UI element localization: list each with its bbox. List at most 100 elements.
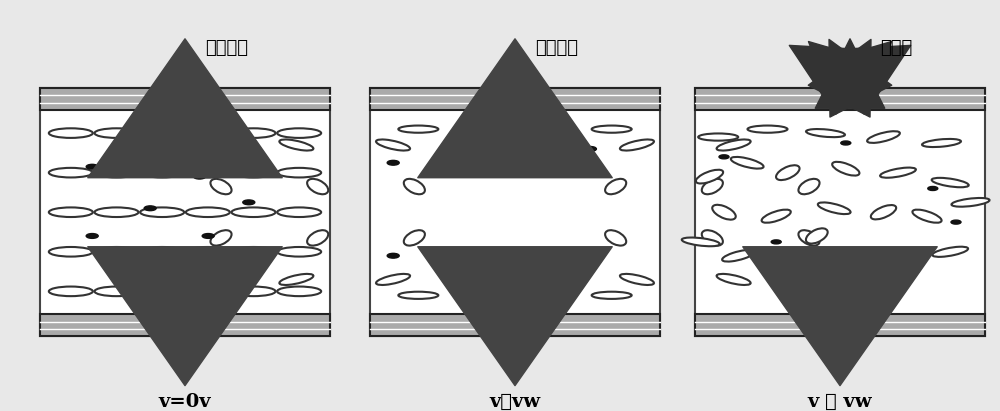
Ellipse shape: [277, 208, 321, 217]
Ellipse shape: [376, 139, 410, 150]
Ellipse shape: [702, 179, 723, 194]
Bar: [40, 314, 330, 336]
Ellipse shape: [620, 139, 654, 150]
Ellipse shape: [210, 179, 232, 194]
Text: v＞vw: v＞vw: [489, 393, 541, 411]
Circle shape: [86, 233, 98, 238]
Ellipse shape: [620, 274, 654, 285]
Ellipse shape: [717, 274, 751, 285]
Circle shape: [719, 155, 729, 159]
Circle shape: [584, 146, 596, 151]
Ellipse shape: [495, 125, 535, 133]
Ellipse shape: [523, 139, 557, 150]
Ellipse shape: [932, 178, 969, 187]
Ellipse shape: [523, 274, 557, 285]
Ellipse shape: [702, 230, 723, 246]
Ellipse shape: [376, 274, 410, 285]
Ellipse shape: [605, 230, 626, 246]
Ellipse shape: [404, 230, 425, 246]
Text: v ≫ vw: v ≫ vw: [808, 393, 872, 411]
Ellipse shape: [232, 286, 276, 296]
Ellipse shape: [277, 128, 321, 138]
Bar: [40, 88, 330, 110]
Ellipse shape: [49, 247, 93, 256]
Ellipse shape: [806, 229, 828, 244]
Bar: [695, 314, 985, 336]
Ellipse shape: [398, 125, 438, 133]
Ellipse shape: [140, 208, 184, 217]
Ellipse shape: [912, 210, 942, 223]
Ellipse shape: [277, 286, 321, 296]
Ellipse shape: [605, 179, 626, 194]
Circle shape: [584, 265, 596, 270]
Ellipse shape: [49, 286, 93, 296]
Bar: [40, 88, 330, 336]
Ellipse shape: [94, 208, 138, 217]
Ellipse shape: [277, 168, 321, 178]
Bar: [370, 314, 660, 336]
Circle shape: [887, 254, 897, 258]
Ellipse shape: [49, 208, 93, 217]
Ellipse shape: [495, 292, 535, 299]
Ellipse shape: [140, 286, 184, 296]
Bar: [695, 88, 985, 110]
Ellipse shape: [712, 205, 736, 219]
Ellipse shape: [49, 128, 93, 138]
Ellipse shape: [748, 125, 788, 133]
Ellipse shape: [307, 179, 328, 194]
Circle shape: [841, 141, 851, 145]
Circle shape: [243, 200, 255, 205]
Ellipse shape: [922, 139, 961, 147]
Bar: [695, 88, 985, 336]
Circle shape: [771, 240, 781, 244]
Ellipse shape: [722, 250, 755, 261]
Bar: [370, 88, 660, 336]
Ellipse shape: [880, 168, 916, 178]
Ellipse shape: [871, 205, 896, 219]
Ellipse shape: [94, 128, 138, 138]
Ellipse shape: [186, 208, 230, 217]
Circle shape: [951, 220, 961, 224]
Ellipse shape: [473, 274, 507, 285]
Ellipse shape: [592, 125, 632, 133]
Circle shape: [486, 265, 498, 270]
Circle shape: [86, 164, 98, 169]
Text: 非散射光: 非散射光: [205, 39, 248, 57]
Ellipse shape: [888, 256, 919, 268]
Circle shape: [387, 160, 399, 165]
Ellipse shape: [798, 230, 820, 246]
Ellipse shape: [798, 179, 820, 194]
Ellipse shape: [232, 128, 276, 138]
Ellipse shape: [232, 208, 276, 217]
Ellipse shape: [696, 170, 723, 183]
Ellipse shape: [277, 247, 321, 256]
Ellipse shape: [473, 139, 507, 150]
Ellipse shape: [94, 168, 138, 178]
Text: 散射光: 散射光: [880, 39, 912, 57]
Circle shape: [387, 253, 399, 258]
Ellipse shape: [818, 203, 851, 214]
Ellipse shape: [404, 179, 425, 194]
Text: v=0v: v=0v: [159, 393, 211, 411]
Ellipse shape: [307, 230, 328, 246]
Bar: [370, 88, 660, 110]
Ellipse shape: [94, 286, 138, 296]
Ellipse shape: [186, 247, 230, 256]
Ellipse shape: [867, 131, 900, 143]
Ellipse shape: [398, 292, 438, 299]
Circle shape: [928, 187, 938, 190]
Ellipse shape: [717, 139, 751, 150]
Ellipse shape: [49, 168, 93, 178]
Ellipse shape: [779, 256, 814, 267]
Ellipse shape: [806, 129, 845, 137]
Ellipse shape: [140, 247, 184, 256]
Ellipse shape: [232, 247, 276, 256]
Ellipse shape: [186, 128, 230, 138]
Circle shape: [194, 174, 206, 179]
Circle shape: [486, 146, 498, 151]
Ellipse shape: [140, 168, 184, 178]
Ellipse shape: [186, 286, 230, 296]
Ellipse shape: [731, 157, 764, 169]
Ellipse shape: [592, 292, 632, 299]
Ellipse shape: [232, 168, 276, 178]
